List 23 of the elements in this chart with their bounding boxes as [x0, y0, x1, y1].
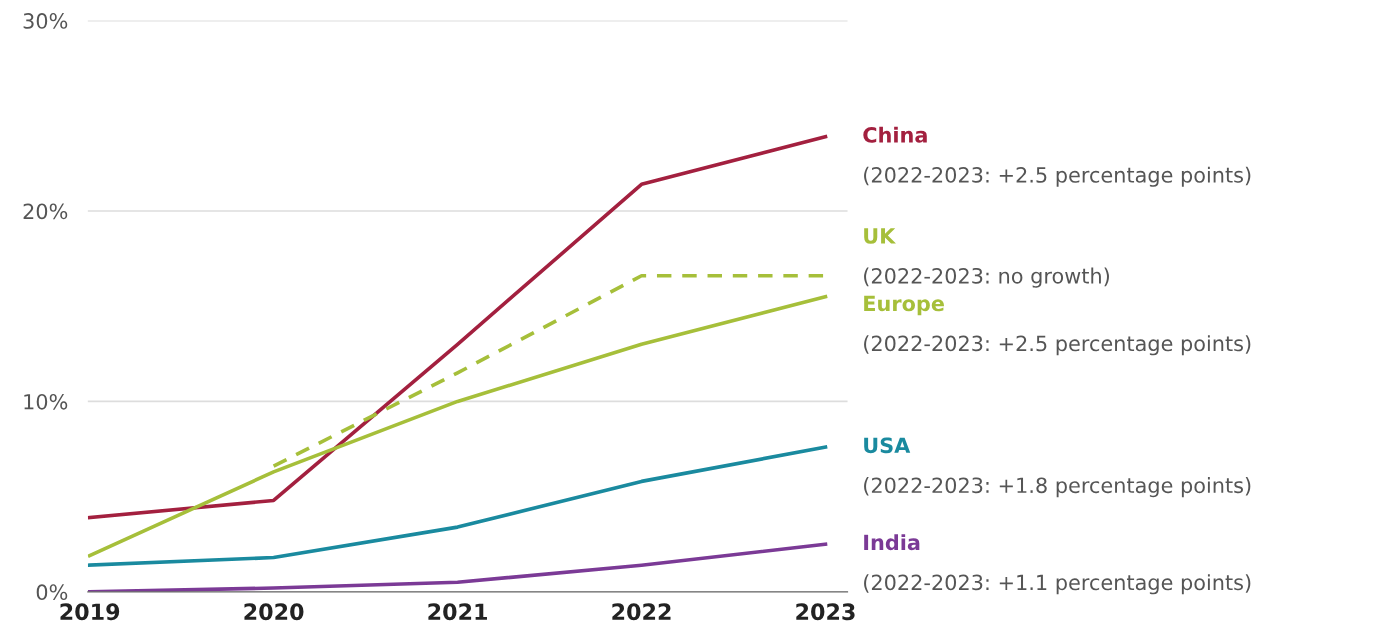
text: (2022-2023: +1.1 percentage points)	[864, 574, 1251, 595]
series-label: China	[863, 126, 927, 143]
x-tick-label: 2023	[796, 603, 855, 621]
line-series	[87, 542, 828, 592]
line-series	[87, 134, 828, 520]
y-tick-label: 0%	[36, 584, 68, 601]
x-tick-label: 2019	[60, 603, 120, 621]
text: UK	[864, 228, 896, 244]
text: (2022-2023: +2.5 percentage points)	[864, 335, 1251, 356]
line-series	[87, 445, 828, 567]
x-tick-label: 2020	[244, 603, 304, 621]
text: (2022-2023: no growth)	[864, 267, 1109, 288]
y-tick-label: 10%	[24, 393, 68, 410]
line-series	[87, 294, 828, 558]
y-tick-label: 30%	[23, 13, 68, 29]
text: (2022-2023: +1.8 percentage points)	[864, 477, 1251, 498]
text: (2022-2023: +2.5 percentage points)	[864, 166, 1251, 187]
x-tick-label: 2022	[612, 603, 671, 621]
series-label: USA	[864, 437, 911, 454]
series-label: India	[864, 534, 920, 551]
y-tick-label: 20%	[23, 203, 68, 220]
series-label: Europe	[864, 295, 944, 316]
x-tick-label: 2021	[428, 603, 487, 621]
